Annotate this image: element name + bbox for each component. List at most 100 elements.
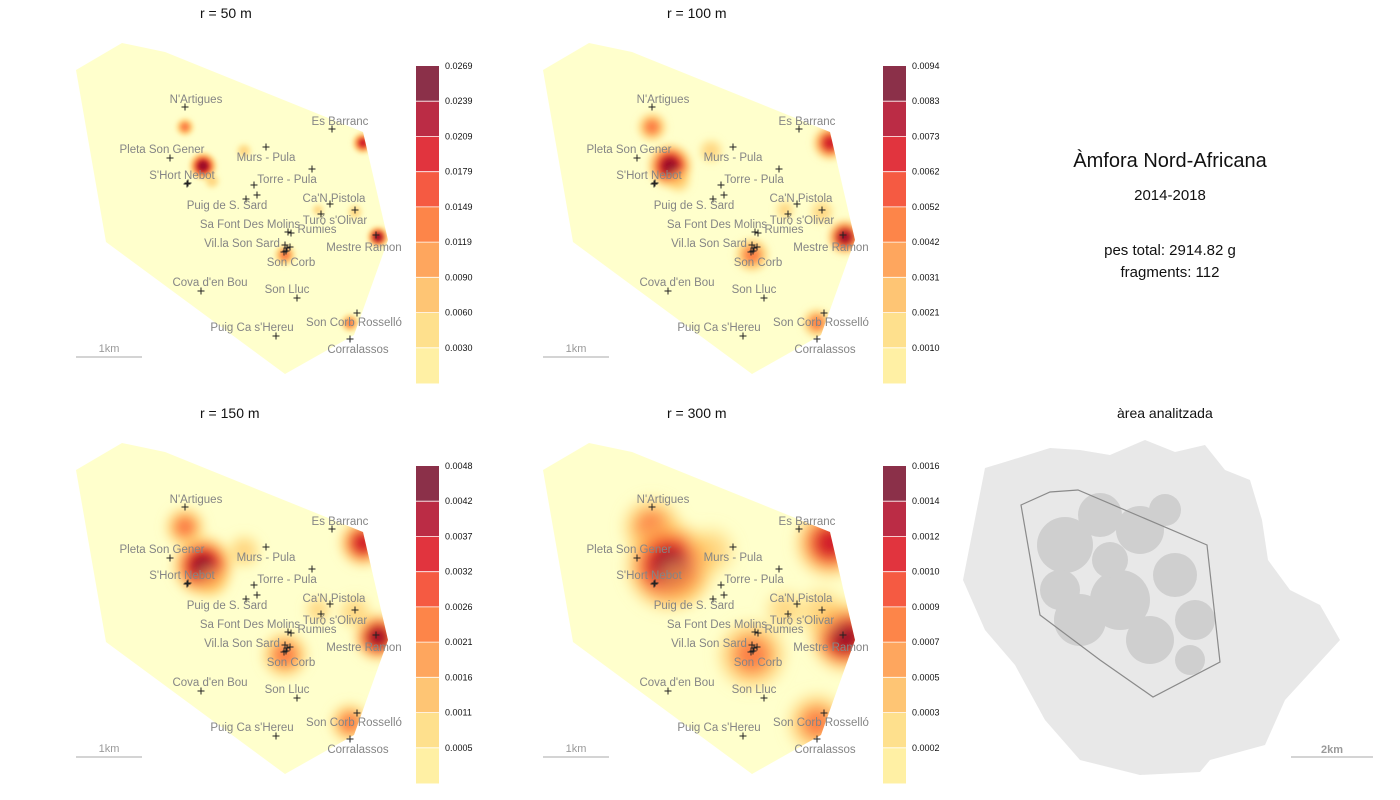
legend-tick-label: 0.0016 xyxy=(445,672,473,682)
site-marker xyxy=(253,591,261,599)
place-label: Puig de S. Sard xyxy=(654,200,735,212)
legend-swatch xyxy=(416,642,439,678)
density-blob xyxy=(239,146,249,156)
info-fragments: fragments: 112 xyxy=(1120,264,1220,281)
site-marker xyxy=(326,200,334,208)
place-label: Sa Font Des Molins xyxy=(200,619,301,631)
site-marker xyxy=(729,143,737,151)
site-marker xyxy=(650,180,658,188)
site-marker xyxy=(284,228,292,236)
site-marker xyxy=(633,154,641,162)
density-blob xyxy=(314,206,322,214)
place-label: Son Corb Rosselló xyxy=(306,717,402,729)
site-marker xyxy=(717,181,725,189)
site-marker xyxy=(250,181,258,189)
site-marker xyxy=(820,709,828,717)
scale-bar: 1km xyxy=(543,343,609,358)
site-marker xyxy=(328,125,336,133)
place-label: Mestre Ramon xyxy=(326,242,401,254)
legend-tick-label: 0.0002 xyxy=(912,743,940,753)
area-title: àrea analitzada xyxy=(1117,405,1213,421)
map-area xyxy=(76,43,388,374)
site-marker xyxy=(351,206,359,214)
surveyed-area xyxy=(1149,494,1181,526)
legend-tick-label: 0.0209 xyxy=(445,131,473,141)
density-blob xyxy=(197,160,209,172)
legend-swatch xyxy=(416,277,439,313)
place-label: Torre - Pula xyxy=(724,574,784,586)
site-marker xyxy=(775,565,783,573)
legend-swatch xyxy=(883,501,906,537)
density-blob xyxy=(201,570,223,592)
place-label: Torre - Pula xyxy=(257,574,317,586)
surveyed-area xyxy=(1037,517,1093,573)
legend-tick-label: 0.0119 xyxy=(445,237,472,247)
site-marker xyxy=(749,647,757,655)
site-marker xyxy=(820,309,828,317)
place-label: S'Hort Nebot xyxy=(616,570,682,582)
site-marker xyxy=(739,732,747,740)
info-panel: Àmfora Nord-Africana 2014-2018 pes total… xyxy=(1060,150,1280,281)
site-marker xyxy=(284,628,292,636)
density-blob xyxy=(353,533,373,553)
place-label: Corralassos xyxy=(794,744,856,756)
surveyed-area xyxy=(1126,616,1174,664)
legend-swatch xyxy=(416,571,439,608)
site-marker xyxy=(839,631,847,639)
site-marker xyxy=(272,732,280,740)
site-marker xyxy=(293,694,301,702)
place-label: S'Hort Nebot xyxy=(149,170,215,182)
place-label: Rumies xyxy=(765,224,804,236)
place-label: Pleta Son Gener xyxy=(119,144,204,156)
site-marker xyxy=(197,287,205,295)
site-marker xyxy=(181,503,189,511)
color-legend: 0.0269 0.0239 0.0209 0.0179 0.0149 0.0119 0.00… xyxy=(416,61,473,384)
site-marker xyxy=(664,287,672,295)
site-marker xyxy=(281,641,289,649)
place-label: Turó s'Olivar xyxy=(770,615,835,627)
place-label: Corralassos xyxy=(794,344,856,356)
site-marker xyxy=(648,103,656,111)
scale-bar: 1km xyxy=(76,743,142,758)
site-marker xyxy=(372,231,380,239)
site-marker xyxy=(793,600,801,608)
site-marker xyxy=(250,581,258,589)
legend-swatch xyxy=(883,536,906,573)
legend-swatch xyxy=(416,312,439,349)
map-area xyxy=(543,43,855,374)
place-label: Vil.la Son Sard xyxy=(204,238,280,250)
legend-swatch xyxy=(883,136,906,173)
map-panel-1: N'Artigues Es Barranc Pleta Son Gener Murs … xyxy=(76,43,473,384)
site-marker xyxy=(242,195,250,203)
legend-tick-label: 0.0042 xyxy=(445,496,473,506)
site-marker xyxy=(287,229,295,237)
density-blob xyxy=(345,318,355,328)
site-marker xyxy=(754,229,762,237)
place-label: S'Hort Nebot xyxy=(616,170,682,182)
legend-swatch xyxy=(883,642,906,678)
info-weight: pes total: 2914.82 g xyxy=(1104,242,1236,259)
legend-tick-label: 0.0048 xyxy=(445,461,473,471)
legend-tick-label: 0.0010 xyxy=(912,343,940,353)
panel-title-r100: r = 100 m xyxy=(667,5,727,21)
surveyed-area xyxy=(1040,570,1080,610)
site-marker xyxy=(317,210,325,218)
place-label: Rumies xyxy=(298,224,337,236)
svg-text:2km: 2km xyxy=(1321,744,1343,756)
density-blob xyxy=(671,173,687,189)
site-marker xyxy=(751,228,759,236)
site-marker xyxy=(353,309,361,317)
legend-tick-label: 0.0011 xyxy=(445,708,472,718)
legend-swatch xyxy=(416,501,439,537)
density-blob xyxy=(358,138,368,148)
legend-tick-label: 0.0016 xyxy=(912,461,940,471)
legend-tick-label: 0.0090 xyxy=(445,272,473,282)
site-marker xyxy=(286,643,294,651)
place-label: Corralassos xyxy=(327,744,389,756)
legend-swatch xyxy=(883,712,906,749)
site-marker xyxy=(813,735,821,743)
surveyed-area xyxy=(1175,600,1215,640)
legend-swatch xyxy=(416,66,439,102)
site-marker xyxy=(793,200,801,208)
density-blob xyxy=(207,176,217,186)
